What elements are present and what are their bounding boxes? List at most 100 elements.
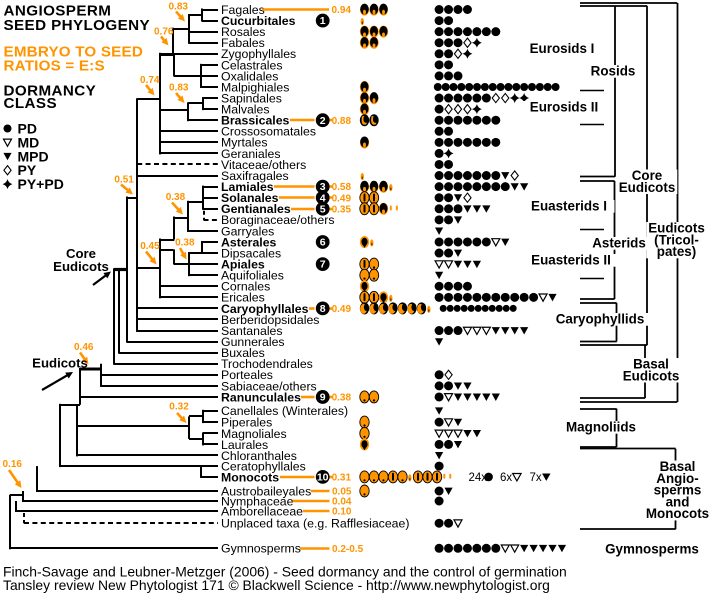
svg-text:0.2-0.5: 0.2-0.5 (332, 544, 364, 555)
svg-text:Gentianales: Gentianales (221, 202, 291, 216)
svg-text:Caryophyllales: Caryophyllales (221, 302, 309, 316)
svg-text:Asterales: Asterales (221, 235, 277, 249)
svg-text:0.04: 0.04 (332, 497, 352, 508)
svg-text:Berberidopsidales: Berberidopsidales (221, 313, 319, 327)
svg-text:7: 7 (320, 259, 326, 271)
svg-text:Apiales: Apiales (221, 258, 265, 272)
svg-text:Sapindales: Sapindales (221, 91, 282, 105)
svg-text:Myrtales: Myrtales (221, 136, 267, 150)
svg-text:pates): pates) (657, 244, 696, 259)
svg-text:0.05: 0.05 (332, 487, 352, 498)
svg-text:Ceratophyllales: Ceratophyllales (221, 460, 306, 474)
svg-text:Gymnosperms: Gymnosperms (605, 542, 699, 557)
svg-text:Tansley review New Phytologist: Tansley review New Phytologist 171 © Bla… (3, 577, 550, 593)
svg-text:DORMANCY: DORMANCY (4, 83, 97, 100)
svg-text:Geraniales: Geraniales (221, 147, 280, 161)
svg-text:0.32: 0.32 (169, 402, 189, 413)
svg-text:Fabales: Fabales (221, 36, 265, 50)
svg-text:Core: Core (632, 168, 663, 183)
svg-text:Cornales: Cornales (221, 280, 270, 294)
svg-text:Vitaceae/others: Vitaceae/others (221, 158, 306, 172)
svg-text:10: 10 (317, 472, 329, 484)
svg-text:Core: Core (66, 246, 96, 261)
svg-text:0.49: 0.49 (332, 304, 352, 315)
svg-text:Basal: Basal (633, 357, 669, 372)
svg-text:Monocots: Monocots (646, 506, 709, 521)
svg-text:Sabiaceae/others: Sabiaceae/others (221, 379, 317, 393)
svg-text:Piperales: Piperales (221, 416, 272, 430)
svg-text:sperms: sperms (654, 483, 702, 498)
svg-text:SEED PHYLOGENY: SEED PHYLOGENY (4, 17, 151, 34)
svg-text:Euasterids I: Euasterids I (531, 199, 607, 214)
svg-text:Aquifoliales: Aquifoliales (221, 269, 284, 283)
svg-text:0.49: 0.49 (332, 193, 352, 204)
svg-text:and: and (666, 494, 690, 509)
svg-text:0.45: 0.45 (140, 241, 160, 252)
svg-text:ANGIOSPERM: ANGIOSPERM (4, 3, 112, 20)
svg-text:Unplaced taxa (e.g. Rafflesiac: Unplaced taxa (e.g. Rafflesiaceae) (221, 517, 409, 531)
svg-text:8: 8 (320, 303, 326, 315)
svg-text:Crossosomatales: Crossosomatales (221, 125, 316, 139)
svg-text:9: 9 (320, 392, 326, 404)
svg-text:0.83: 0.83 (169, 82, 189, 93)
svg-text:PY+PD: PY+PD (18, 176, 64, 192)
svg-text:EMBRYO TO SEED: EMBRYO TO SEED (4, 43, 144, 60)
svg-text:0.46: 0.46 (74, 342, 94, 353)
svg-text:1: 1 (320, 15, 326, 27)
svg-text:Canellales (Winterales): Canellales (Winterales) (221, 404, 348, 418)
svg-text:Malvales: Malvales (221, 103, 270, 117)
svg-text:Eudicots: Eudicots (619, 180, 676, 195)
svg-text:PD: PD (18, 121, 37, 137)
svg-text:Trochodendrales: Trochodendrales (221, 357, 313, 371)
svg-text:Magnoliales: Magnoliales (221, 427, 287, 441)
svg-text:Gunnerales: Gunnerales (221, 335, 285, 349)
svg-text:0.51: 0.51 (114, 174, 134, 185)
svg-text:0.38: 0.38 (166, 192, 186, 203)
svg-text:Eurosids I: Eurosids I (530, 41, 595, 56)
svg-text:Basal: Basal (660, 459, 696, 474)
svg-text:6x: 6x (500, 472, 512, 484)
svg-text:Nymphaceae: Nymphaceae (221, 494, 294, 508)
svg-text:Magnoliids: Magnoliids (566, 420, 636, 435)
svg-text:0.88: 0.88 (332, 116, 352, 127)
svg-text:0.76: 0.76 (154, 26, 174, 37)
svg-text:(Tricol-: (Tricol- (654, 232, 699, 247)
svg-text:Eudicots: Eudicots (623, 368, 680, 383)
svg-text:0.31: 0.31 (332, 473, 352, 484)
svg-text:Amborellaceae: Amborellaceae (221, 504, 303, 518)
svg-text:0.58: 0.58 (332, 182, 352, 193)
svg-text:Rosids: Rosids (591, 64, 636, 79)
svg-text:Monocots: Monocots (221, 470, 279, 484)
svg-text:Asterids: Asterids (592, 236, 646, 251)
svg-text:Rosales: Rosales (221, 25, 265, 39)
svg-text:0.35: 0.35 (332, 204, 352, 215)
svg-text:Laurales: Laurales (221, 438, 268, 452)
svg-text:5: 5 (320, 203, 326, 215)
svg-text:Oxalidales: Oxalidales (221, 69, 278, 83)
svg-text:0.38: 0.38 (175, 238, 195, 249)
svg-text:PY: PY (18, 162, 37, 178)
svg-text:RATIOS = E:S: RATIOS = E:S (4, 58, 105, 75)
svg-text:MPD: MPD (18, 148, 49, 164)
svg-text:Finch-Savage and Leubner-Metzg: Finch-Savage and Leubner-Metzger (2006) … (3, 564, 567, 580)
svg-text:Solanales: Solanales (221, 191, 279, 205)
svg-text:Garryales: Garryales (221, 224, 274, 238)
svg-text:Eudicots: Eudicots (648, 221, 705, 236)
svg-text:0.16: 0.16 (3, 459, 23, 470)
svg-text:0.38: 0.38 (332, 393, 352, 404)
svg-text:Caryophyllids: Caryophyllids (556, 312, 645, 327)
svg-text:CLASS: CLASS (4, 95, 57, 112)
svg-text:Chloranthales: Chloranthales (221, 449, 297, 463)
svg-text:Austrobaileyales: Austrobaileyales (221, 484, 311, 498)
svg-text:0.83: 0.83 (169, 1, 189, 12)
svg-text:7x: 7x (530, 472, 542, 484)
svg-text:2: 2 (320, 115, 326, 127)
svg-text:Eudicots: Eudicots (32, 356, 88, 371)
svg-text:0.74: 0.74 (140, 75, 160, 86)
svg-text:Zygophyllales: Zygophyllales (221, 47, 296, 61)
svg-text:Angio-: Angio- (656, 471, 698, 486)
svg-text:6: 6 (320, 237, 326, 249)
svg-text:Euasterids II: Euasterids II (531, 253, 611, 268)
svg-text:4: 4 (320, 192, 326, 204)
svg-text:Santanales: Santanales (221, 324, 283, 338)
